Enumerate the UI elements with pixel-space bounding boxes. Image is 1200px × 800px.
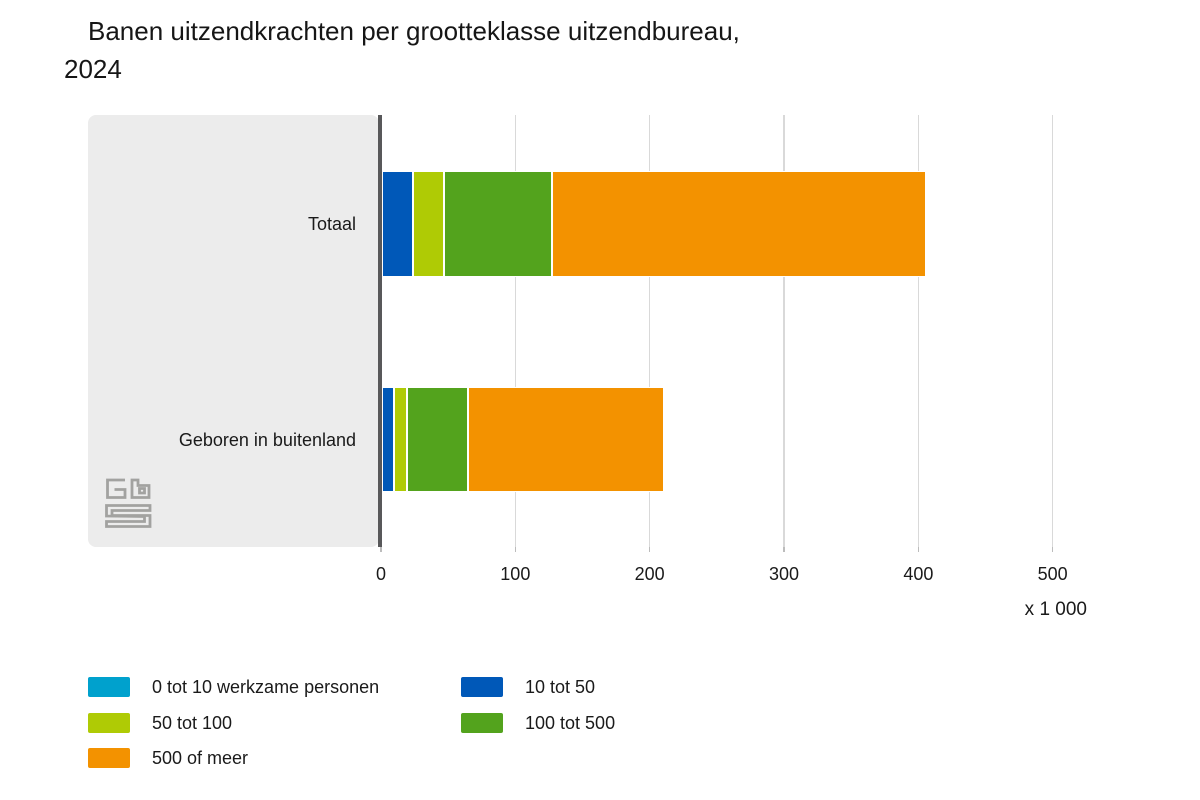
x-tick-label: 0 <box>375 564 386 584</box>
bar-segment <box>381 171 383 277</box>
x-tick-label: 300 <box>768 564 800 584</box>
x-axis-tick <box>648 547 651 552</box>
bar-segment <box>444 171 552 277</box>
legend-swatch <box>88 677 130 697</box>
legend-label: 100 tot 500 <box>525 712 616 733</box>
category-panel <box>88 115 379 547</box>
x-tick-label: 400 <box>903 564 934 584</box>
x-axis-unit-label: x 1 000 <box>1024 599 1087 620</box>
category-label: Totaal <box>307 214 356 234</box>
legend-swatch <box>461 677 503 697</box>
axis-line <box>377 115 382 547</box>
x-axis-tick <box>380 547 382 552</box>
chart-title: Banen uitzendkrachten per grootteklasse … <box>64 12 1044 88</box>
chart-title-line1: Banen uitzendkrachten per grootteklasse … <box>88 16 740 46</box>
legend-label: 50 tot 100 <box>152 712 233 733</box>
x-axis-tick <box>1051 547 1054 552</box>
cbs-logo-b-counter <box>138 487 146 495</box>
gridline <box>783 115 785 547</box>
bar-segment <box>382 171 414 277</box>
bar-segment <box>413 171 445 277</box>
cbs-logo-s <box>105 504 152 528</box>
x-axis-tick <box>917 547 920 552</box>
category-label: Geboren in buitenland <box>178 429 356 450</box>
chart-title-line2: 2024 <box>64 54 122 84</box>
legend-swatch <box>461 712 503 733</box>
legend-swatch <box>88 712 130 733</box>
x-axis-tick <box>783 547 785 552</box>
bar-segment <box>381 387 394 492</box>
x-tick-label: 200 <box>634 564 665 584</box>
gridline <box>514 115 517 547</box>
legend-label: 500 of meer <box>152 748 249 768</box>
gridline <box>648 115 651 547</box>
gridline <box>1051 115 1054 547</box>
cbs-logo <box>105 478 152 528</box>
x-axis-tick <box>514 547 517 552</box>
cbs-logo-b <box>130 478 151 499</box>
bar-segment <box>407 387 468 492</box>
x-tick-label: 100 <box>500 564 531 584</box>
legend-swatch <box>88 748 130 768</box>
gridline <box>917 115 920 547</box>
cbs-logo-c <box>106 478 127 499</box>
bar-segment <box>393 387 408 492</box>
bar-segment <box>551 171 927 277</box>
legend-label: 0 tot 10 werkzame personen <box>152 677 380 697</box>
x-tick-label: 500 <box>1037 564 1068 584</box>
legend-label: 10 tot 50 <box>525 677 596 697</box>
bar-segment <box>467 387 664 492</box>
